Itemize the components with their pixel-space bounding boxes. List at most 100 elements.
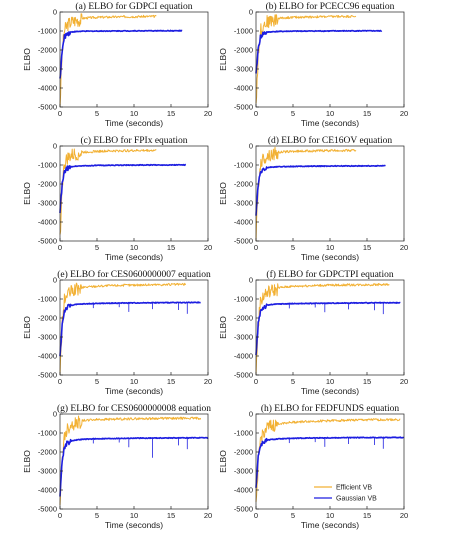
series-line-efficient-vb [59, 282, 187, 376]
plot-frame [59, 279, 209, 376]
y-tick-label: -2000 [234, 180, 253, 189]
x-tick-label: 15 [363, 243, 371, 252]
x-tick-label: 20 [400, 243, 408, 252]
x-axis-label: Time (seconds) [105, 252, 163, 262]
x-tick-label: 15 [363, 377, 371, 386]
y-tick-label: -1000 [38, 161, 57, 170]
x-tick-label: 10 [130, 243, 138, 252]
y-axis-label: ELBO [22, 316, 32, 339]
x-tick-label: 0 [254, 377, 258, 386]
x-tick-label: 10 [326, 243, 334, 252]
y-tick-label: -5000 [234, 505, 253, 514]
panel-f: (f) ELBO for GDPCTPI equation 0 -1000 -2000… [218, 269, 408, 396]
y-tick-label: -4000 [234, 486, 253, 495]
legend-label: Efficient VB [336, 485, 372, 492]
x-tick-label: 20 [400, 377, 408, 386]
x-tick-label: 10 [130, 511, 138, 520]
series-line-efficient-vb [255, 146, 357, 242]
y-tick-label: -4000 [234, 84, 253, 93]
y-tick-label: -4000 [38, 352, 57, 361]
panel-title: (a) ELBO for GDPCI equation [75, 1, 192, 12]
y-tick-label: -5000 [234, 103, 253, 112]
x-tick-label: 5 [291, 243, 295, 252]
plot-frame [255, 11, 405, 108]
series-line-gaussian-vb [255, 29, 383, 74]
y-tick-label: -5000 [38, 237, 57, 246]
y-tick-label: -2000 [234, 448, 253, 457]
y-tick-label: -1000 [38, 27, 57, 36]
panel-a: (a) ELBO for GDPCI equation 0 -1000 -2000 -3… [22, 1, 212, 128]
plot-frame [255, 145, 405, 242]
y-tick-label: -4000 [38, 218, 57, 227]
y-tick-label: -4000 [234, 218, 253, 227]
x-tick-label: 10 [326, 377, 334, 386]
y-tick-label: -3000 [38, 199, 57, 208]
y-tick-label: -1000 [234, 27, 253, 36]
x-tick-label: 10 [326, 109, 334, 118]
y-axis-label: ELBO [218, 48, 228, 71]
y-tick-label: -5000 [38, 371, 57, 380]
y-tick-label: -1000 [38, 429, 57, 438]
y-axis-label: ELBO [218, 182, 228, 205]
y-tick-label: -3000 [38, 467, 57, 476]
panel-title: (b) ELBO for PCECC96 equation [266, 1, 395, 12]
x-tick-label: 15 [167, 377, 175, 386]
plot-frame [255, 413, 405, 510]
y-tick-label: -4000 [38, 84, 57, 93]
x-tick-label: 10 [326, 511, 334, 520]
y-tick-label: -3000 [234, 65, 253, 74]
y-tick-label: -2000 [38, 448, 57, 457]
series-line-gaussian-vb [59, 29, 183, 79]
x-axis-label: Time (seconds) [105, 118, 163, 128]
plot-frame [59, 413, 209, 510]
y-axis-label: ELBO [22, 450, 32, 473]
x-tick-label: 20 [204, 109, 212, 118]
series-line-efficient-vb [255, 418, 401, 503]
y-tick-label: -4000 [38, 486, 57, 495]
y-tick-label: -5000 [38, 103, 57, 112]
x-tick-label: 20 [400, 511, 408, 520]
series-line-gaussian-vb [59, 163, 187, 214]
series-line-gaussian-vb [255, 301, 401, 356]
series-line-gaussian-vb [255, 436, 405, 488]
x-axis-label: Time (seconds) [301, 386, 359, 396]
y-tick-label: -2000 [234, 46, 253, 55]
series-line-efficient-vb [59, 148, 157, 235]
x-axis-label: Time (seconds) [105, 520, 163, 530]
plot-frame [255, 279, 405, 376]
y-tick-label: -1000 [38, 295, 57, 304]
x-tick-label: 10 [130, 377, 138, 386]
series-line-efficient-vb [59, 415, 202, 506]
y-tick-label: -5000 [234, 237, 253, 246]
y-axis-label: ELBO [218, 316, 228, 339]
series-line-gaussian-vb [59, 436, 209, 497]
y-axis-label: ELBO [218, 450, 228, 473]
y-axis-label: ELBO [22, 182, 32, 205]
y-tick-label: -3000 [234, 333, 253, 342]
x-axis-label: Time (seconds) [301, 252, 359, 262]
series-line-efficient-vb [255, 283, 390, 375]
x-tick-label: 5 [95, 377, 99, 386]
x-tick-label: 0 [58, 109, 62, 118]
y-tick-label: 0 [53, 142, 57, 151]
panel-title: (c) ELBO for FPIx equation [80, 135, 187, 146]
x-tick-label: 15 [363, 109, 371, 118]
plot-frame [59, 11, 209, 108]
x-tick-label: 20 [204, 511, 212, 520]
x-tick-label: 20 [204, 243, 212, 252]
y-tick-label: 0 [249, 8, 253, 17]
panel-h: (h) ELBO for FEDFUNDS equation 0 -1000 -200… [218, 403, 408, 530]
x-tick-label: 5 [291, 511, 295, 520]
plot-frame [59, 145, 209, 242]
y-tick-label: -2000 [234, 314, 253, 323]
x-tick-label: 5 [95, 109, 99, 118]
x-tick-label: 5 [95, 511, 99, 520]
panel-title: (e) ELBO for CES0600000007 equation [57, 269, 211, 280]
y-tick-label: -2000 [38, 180, 57, 189]
y-axis-label: ELBO [22, 48, 32, 71]
x-axis-label: Time (seconds) [301, 118, 359, 128]
x-tick-label: 5 [291, 377, 295, 386]
panel-title: (f) ELBO for GDPCTPI equation [266, 269, 393, 280]
x-tick-label: 5 [291, 109, 295, 118]
